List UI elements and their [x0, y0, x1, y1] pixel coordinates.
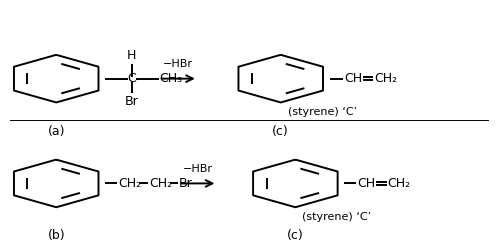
Text: (c): (c) [287, 229, 304, 242]
Text: Br: Br [179, 177, 192, 190]
Text: −HBr: −HBr [163, 59, 193, 69]
Text: C: C [127, 72, 136, 85]
Text: CH: CH [344, 72, 362, 85]
Text: (styrene) ‘C’: (styrene) ‘C’ [288, 107, 357, 117]
Text: CH₂: CH₂ [374, 72, 397, 85]
Text: Br: Br [125, 95, 139, 108]
Text: (a): (a) [47, 124, 65, 138]
Text: H: H [127, 49, 136, 62]
Text: (c): (c) [272, 124, 289, 138]
Text: (styrene) ‘C’: (styrene) ‘C’ [302, 212, 372, 222]
Text: −HBr: −HBr [183, 164, 213, 174]
Text: (b): (b) [47, 229, 65, 242]
Text: CH: CH [358, 177, 375, 190]
Text: CH₂: CH₂ [118, 177, 141, 190]
Text: CH₂: CH₂ [149, 177, 172, 190]
Text: CH₂: CH₂ [387, 177, 411, 190]
Text: CH₃: CH₃ [160, 72, 183, 85]
